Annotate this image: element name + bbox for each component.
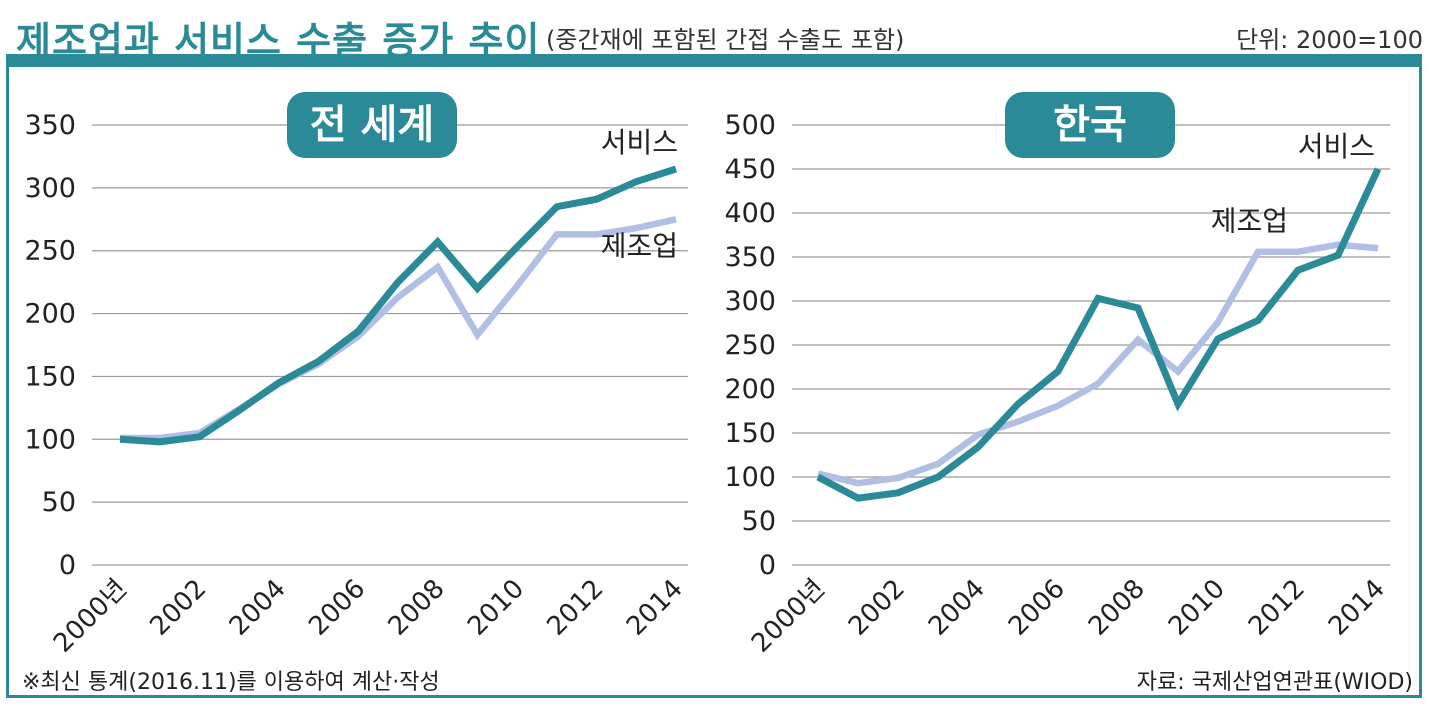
y-tick-label: 300 [724,286,776,317]
y-tick-label: 100 [724,462,776,493]
y-tick-label: 250 [724,330,776,361]
y-tick-label: 400 [724,198,776,229]
source-note: 자료: 국제산업연관표(WIOD) [1136,670,1413,695]
x-tick-label: 2010 [462,574,530,642]
series-label: 서비스 [1298,130,1375,163]
x-tick-label: 2008 [383,574,451,642]
x-tick-label: 2002 [144,574,212,642]
y-tick-label: 500 [724,110,776,141]
x-tick-label: 2006 [1003,574,1071,642]
y-tick-label: 50 [42,487,76,518]
y-tick-label: 200 [24,299,76,330]
x-tick-label: 2012 [1243,574,1311,642]
y-tick-label: 300 [24,173,76,204]
x-tick-label: 2008 [1083,574,1151,642]
x-tick-label: 2004 [224,574,292,642]
y-tick-label: 100 [24,424,76,455]
y-tick-label: 0 [59,550,76,581]
series-line-services [119,165,678,446]
series-label: 제조업 [1211,205,1288,238]
unit-label: 단위: 2000=100 [1236,26,1423,54]
y-tick-label: 150 [724,418,776,449]
x-tick-label: 2012 [542,574,610,642]
chart-frame [6,54,1422,698]
x-tick-label: 2004 [923,574,991,642]
y-tick-label: 0 [759,550,776,581]
x-tick-label: 2014 [621,574,689,642]
panel-label-world: 전 세계 [287,92,457,158]
y-tick-label: 250 [24,236,76,267]
chart-subtitle: (중간재에 포함된 간접 수출도 포함) [546,26,905,54]
y-tick-label: 50 [742,506,776,537]
x-tick-label: 2000년 [746,574,831,659]
x-tick-label: 2014 [1323,574,1391,642]
frame-top-bar [6,54,1422,67]
x-tick-label: 2002 [843,574,911,642]
panel-label-korea: 한국 [1005,92,1175,158]
series-line-services [816,167,1382,502]
series-label: 서비스 [601,126,678,159]
y-tick-label: 450 [724,154,776,185]
y-tick-label: 200 [724,374,776,405]
footnote: ※최신 통계(2016.11)를 이용하여 계산·작성 [22,670,440,695]
y-tick-label: 350 [724,242,776,273]
x-tick-label: 2000년 [48,574,133,659]
y-tick-label: 150 [24,361,76,392]
x-tick-label: 2006 [303,574,371,642]
series-line-manufacturing [120,216,677,442]
x-tick-label: 2010 [1163,574,1231,642]
series-label: 제조업 [601,230,678,263]
y-tick-label: 350 [24,110,76,141]
series-line-manufacturing [817,241,1379,487]
